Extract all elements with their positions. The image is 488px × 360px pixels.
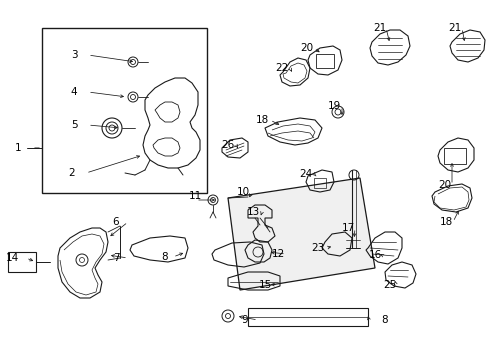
Polygon shape xyxy=(227,178,374,290)
Bar xyxy=(8,252,36,272)
Text: 5: 5 xyxy=(71,120,77,130)
Text: 21: 21 xyxy=(447,23,461,33)
Text: 7: 7 xyxy=(112,253,119,263)
Text: 26: 26 xyxy=(221,140,234,150)
Bar xyxy=(247,308,367,326)
Bar xyxy=(315,54,333,68)
Text: 17: 17 xyxy=(341,223,354,233)
Bar xyxy=(313,178,325,188)
Text: 20: 20 xyxy=(300,43,313,53)
Text: 15: 15 xyxy=(258,280,271,290)
Text: 8: 8 xyxy=(162,252,168,262)
Text: 3: 3 xyxy=(71,50,77,60)
Text: 8: 8 xyxy=(381,315,387,325)
Text: 24: 24 xyxy=(299,169,312,179)
Text: 14: 14 xyxy=(5,253,19,263)
Text: 6: 6 xyxy=(112,217,119,227)
Text: 18: 18 xyxy=(255,115,268,125)
Text: 18: 18 xyxy=(439,217,452,227)
Bar xyxy=(443,148,465,164)
Text: 12: 12 xyxy=(271,249,284,259)
Text: 1: 1 xyxy=(15,143,21,153)
Text: 22: 22 xyxy=(275,63,288,73)
Text: 2: 2 xyxy=(68,168,75,178)
Text: 21: 21 xyxy=(373,23,386,33)
Text: 13: 13 xyxy=(246,207,259,217)
Text: 11: 11 xyxy=(188,191,201,201)
Text: 10: 10 xyxy=(236,187,249,197)
Text: 20: 20 xyxy=(438,180,450,190)
Bar xyxy=(42,28,206,193)
Text: 23: 23 xyxy=(311,243,324,253)
Text: 25: 25 xyxy=(383,280,396,290)
Text: 19: 19 xyxy=(326,101,340,111)
Text: 16: 16 xyxy=(367,250,381,260)
Text: 9: 9 xyxy=(241,315,248,325)
Text: 4: 4 xyxy=(71,87,77,97)
